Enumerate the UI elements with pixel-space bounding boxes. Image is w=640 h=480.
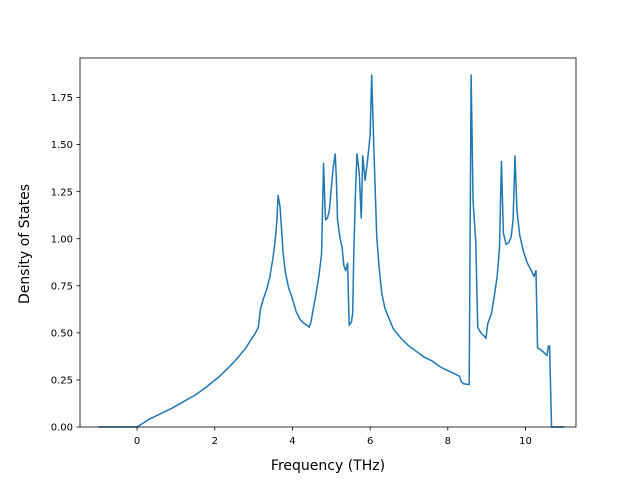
x-tick-label: 8	[445, 436, 451, 447]
x-tick-label: 4	[289, 436, 295, 447]
y-tick-label: 1.75	[51, 93, 73, 104]
y-tick-label: 0.00	[51, 423, 73, 434]
x-tick-label: 6	[367, 436, 373, 447]
x-axis: 0 2 4 6 8 10	[134, 427, 532, 447]
y-axis: 0.00 0.25 0.50 0.75 1.00 1.25 1.50 1.75	[51, 93, 80, 434]
x-axis-label: Frequency (THz)	[271, 458, 385, 474]
x-tick-label: 2	[212, 436, 218, 447]
x-tick-label: 10	[519, 436, 532, 447]
dos-series-line-0	[98, 74, 565, 428]
y-tick-label: 0.50	[51, 328, 73, 339]
plot-area	[79, 57, 577, 428]
axes-frame	[79, 57, 577, 428]
y-tick-label: 1.50	[51, 140, 73, 151]
y-tick-label: 0.25	[51, 376, 73, 387]
y-axis-label: Density of States	[17, 184, 33, 304]
y-tick-label: 1.00	[51, 234, 73, 245]
y-tick-label: 1.25	[51, 187, 73, 198]
x-tick-label: 0	[134, 436, 140, 447]
y-tick-label: 0.75	[51, 281, 73, 292]
